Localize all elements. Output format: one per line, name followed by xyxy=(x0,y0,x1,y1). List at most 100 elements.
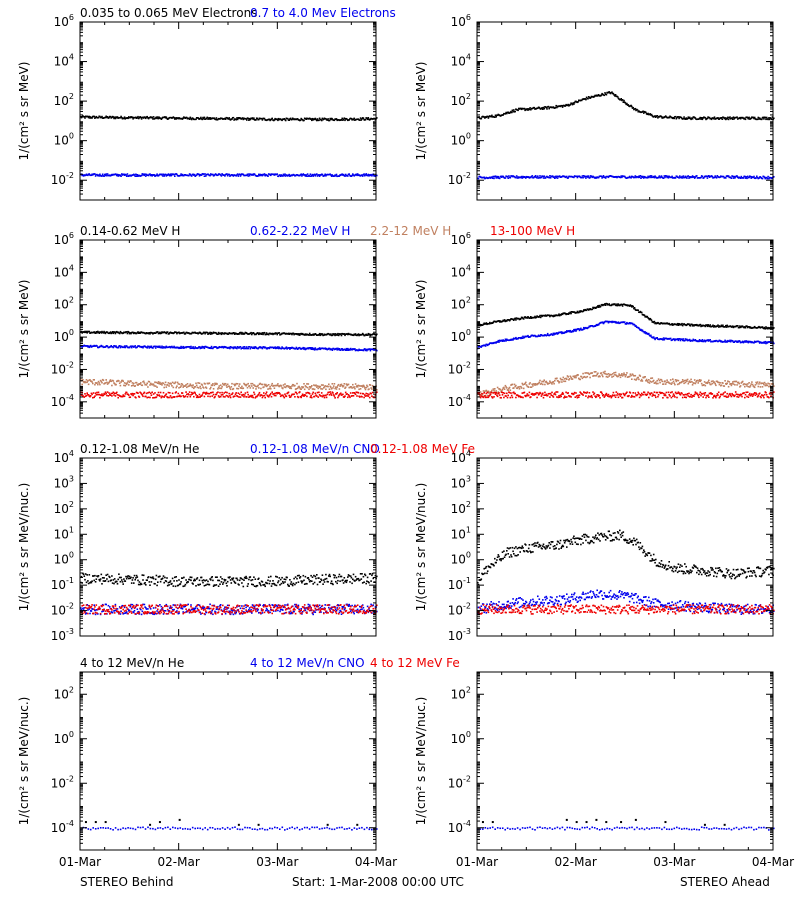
point-r0-behind-s1-280 xyxy=(277,175,280,178)
point-r0-ahead-s1-351 xyxy=(725,177,727,179)
point-r1-ahead-s2-15 xyxy=(487,390,490,393)
point-r1-behind-s2-318 xyxy=(304,385,307,387)
point-r1-behind-s3-270 xyxy=(270,395,273,398)
point-r0-behind-s1-90 xyxy=(143,174,146,177)
point-r1-behind-s0-42 xyxy=(109,331,112,333)
point-r1-behind-s2-360 xyxy=(334,387,336,390)
point-r1-behind-s1-405 xyxy=(366,349,368,352)
point-r0-behind-s0-154 xyxy=(188,118,191,120)
point-r1-behind-s2-235 xyxy=(246,383,248,386)
point-r0-ahead-s1-128 xyxy=(567,177,569,179)
point-r1-ahead-s1-194 xyxy=(614,320,616,323)
point-r1-behind-s3-116 xyxy=(161,395,164,398)
point-r0-ahead-s1-101 xyxy=(548,176,550,179)
ytick-base: 10 xyxy=(51,395,66,409)
point-r1-behind-s1-240 xyxy=(249,347,252,350)
point-r1-ahead-s1-262 xyxy=(662,339,664,341)
point-r1-behind-s0-407 xyxy=(367,332,370,335)
point-r1-ahead-s1-273 xyxy=(669,337,672,340)
row3-header-1: 4 to 12 MeV/n CNO xyxy=(250,656,365,670)
point-r0-behind-s0-36 xyxy=(105,115,107,118)
point-r0-behind-s0-237 xyxy=(247,117,249,120)
point-r1-behind-s2-154 xyxy=(188,384,191,387)
point-r1-behind-s0-194 xyxy=(217,333,219,335)
point-r0-ahead-s1-185 xyxy=(607,176,610,179)
point-r1-ahead-s2-78 xyxy=(532,385,534,387)
point-r1-ahead-s0-180 xyxy=(604,303,606,305)
point-r1-ahead-s1-419 xyxy=(773,342,775,345)
point-r0-ahead-s1-150 xyxy=(583,175,585,177)
point-r1-behind-s3-324 xyxy=(308,392,311,395)
point-r1-behind-s3-204 xyxy=(224,396,226,398)
point-r0-behind-s1-221 xyxy=(236,174,238,176)
point-r1-behind-s3-226 xyxy=(239,396,242,398)
point-r0-ahead-s0-302 xyxy=(690,118,692,121)
point-r0-behind-s0-74 xyxy=(132,118,134,120)
point-r1-behind-s3-83 xyxy=(138,396,141,398)
point-r1-ahead-s0-332 xyxy=(711,325,714,327)
point-r1-behind-s0-30 xyxy=(101,330,103,333)
point-r1-behind-s1-264 xyxy=(266,347,269,350)
point-r1-behind-s0-354 xyxy=(330,333,332,335)
point-r1-behind-s3-224 xyxy=(238,396,240,398)
ytick-label-r1-behind-5: 106 xyxy=(54,231,74,247)
point-r1-behind-s2-307 xyxy=(296,387,299,390)
point-r1-behind-s0-176 xyxy=(204,332,206,335)
point-r1-behind-s2-89 xyxy=(142,380,145,383)
point-r1-ahead-s0-54 xyxy=(515,319,517,321)
point-r0-behind-s0-163 xyxy=(195,118,197,121)
point-r0-ahead-s1-384 xyxy=(748,176,750,179)
point-r0-ahead-s1-256 xyxy=(657,176,660,178)
point-r0-ahead-s0-70 xyxy=(526,108,529,110)
point-r1-behind-s2-334 xyxy=(316,386,318,388)
point-r1-behind-s0-56 xyxy=(119,330,122,333)
point-r1-behind-s2-20 xyxy=(94,383,96,386)
point-r1-behind-s3-101 xyxy=(151,391,153,394)
point-r1-behind-s3-13 xyxy=(89,395,91,398)
point-r0-ahead-s0-411 xyxy=(767,118,769,121)
point-r1-ahead-s2-130 xyxy=(568,378,571,380)
point-r0-ahead-s0-292 xyxy=(683,116,685,118)
point-r1-ahead-s0-174 xyxy=(599,305,602,308)
ytick-base: 10 xyxy=(54,134,69,148)
point-r1-behind-s3-206 xyxy=(225,394,228,397)
point-r1-behind-s0-263 xyxy=(265,332,268,334)
point-r0-behind-s0-173 xyxy=(202,116,204,119)
point-r0-ahead-s1-232 xyxy=(640,175,643,178)
point-r1-behind-s0-359 xyxy=(333,333,336,335)
point-r0-ahead-s0-217 xyxy=(630,104,632,107)
point-r0-behind-s1-295 xyxy=(288,173,290,176)
point-r0-ahead-s0-73 xyxy=(528,108,531,111)
point-r1-ahead-s2-26 xyxy=(495,390,497,392)
point-r1-behind-s2-178 xyxy=(205,387,208,389)
point-r0-behind-s1-115 xyxy=(161,173,163,176)
point-r0-ahead-s0-93 xyxy=(542,106,545,109)
point-r1-behind-s1-410 xyxy=(369,349,372,352)
point-r1-behind-s1-346 xyxy=(324,347,326,349)
point-r1-behind-s3-384 xyxy=(351,395,353,397)
point-r1-behind-s3-180 xyxy=(207,395,209,398)
point-r1-behind-s2-325 xyxy=(309,387,312,389)
point-r0-ahead-s0-251 xyxy=(654,115,656,117)
point-r0-behind-s1-319 xyxy=(305,174,307,176)
point-r0-ahead-s1-168 xyxy=(595,177,598,179)
point-r1-behind-s3-374 xyxy=(344,395,346,397)
point-r1-behind-s3-21 xyxy=(94,392,97,394)
point-r0-behind-s1-12 xyxy=(88,173,91,175)
point-r1-behind-s2-177 xyxy=(205,386,207,388)
point-r0-ahead-s1-202 xyxy=(619,176,622,179)
point-r0-behind-s0-222 xyxy=(236,118,239,121)
point-r0-behind-s0-133 xyxy=(174,118,176,120)
point-r1-behind-s3-52 xyxy=(116,394,119,396)
ytick-exp: 6 xyxy=(466,13,471,22)
point-r1-behind-s3-156 xyxy=(190,394,192,396)
point-r1-ahead-s1-286 xyxy=(679,338,681,340)
point-r0-ahead-s1-61 xyxy=(520,176,522,179)
point-r1-behind-s0-183 xyxy=(209,331,211,334)
point-r0-ahead-s1-378 xyxy=(744,175,746,178)
row1-header-2: 2.2-12 MeV H xyxy=(370,224,451,238)
point-r0-ahead-s1-148 xyxy=(581,175,584,177)
point-r1-behind-s1-244 xyxy=(252,347,254,349)
point-r1-ahead-s2-119 xyxy=(561,381,563,383)
point-r0-ahead-s0-396 xyxy=(756,118,759,121)
